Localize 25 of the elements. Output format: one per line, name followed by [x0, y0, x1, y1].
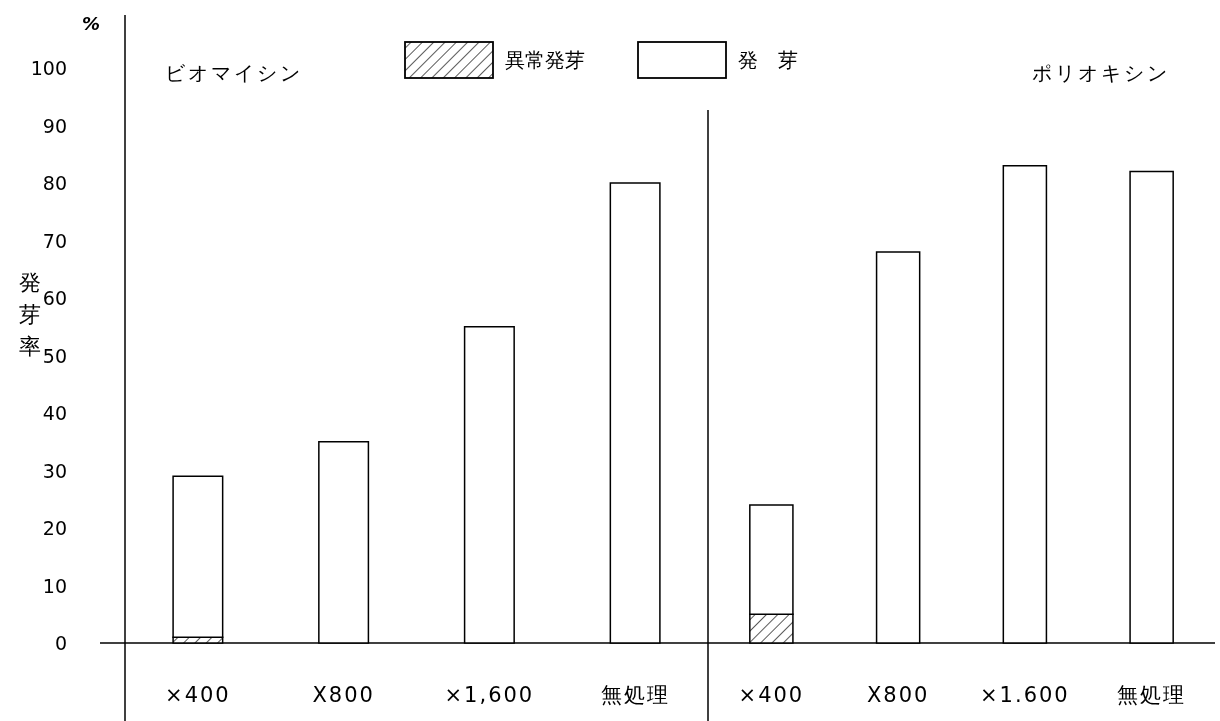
x-tick-label: ×1.600: [980, 683, 1070, 707]
y-tick-label: 50: [42, 344, 67, 367]
x-tick-label: X800: [312, 683, 375, 707]
y-tick-label: 10: [42, 574, 67, 597]
x-tick-label: ×400: [738, 683, 805, 707]
y-tick-label: 0: [54, 632, 67, 654]
y-tick-label: 70: [42, 229, 67, 252]
y-tick-label: 60: [42, 287, 67, 309]
text: %: [81, 13, 100, 34]
legend-label: 異常発芽: [505, 48, 585, 72]
y-tick-label: 40: [42, 402, 67, 424]
y-tick-label: 90: [42, 114, 67, 137]
legend-label: 発 芽: [738, 48, 798, 72]
y-axis-title: 発芽率: [19, 270, 41, 359]
chart-title: ポリオキシン: [1032, 61, 1170, 85]
chart-title: ビオマイシン: [165, 61, 303, 85]
x-tick-label: ×1,600: [444, 683, 535, 707]
x-tick-label: X800: [866, 683, 930, 707]
y-tick-label: 80: [42, 172, 67, 194]
x-tick-label: 無処理: [600, 683, 670, 707]
x-tick-label: ×400: [165, 683, 231, 707]
x-tick-label: 無処理: [1117, 683, 1187, 707]
y-tick-label: 20: [42, 517, 67, 539]
y-tick-label: 30: [42, 459, 67, 482]
y-tick-label: 100: [30, 57, 67, 79]
